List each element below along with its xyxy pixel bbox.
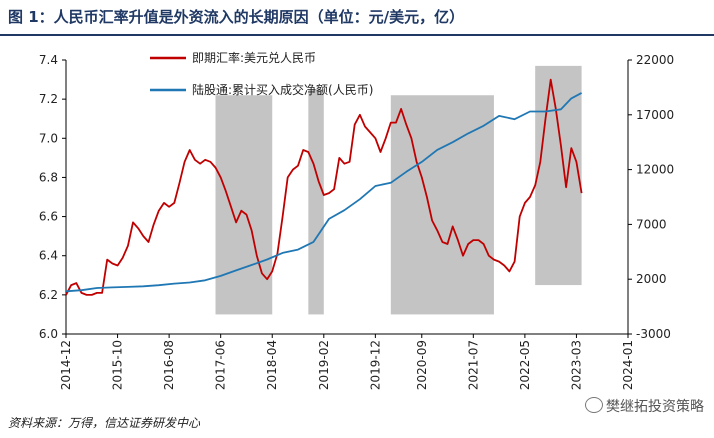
- left-tick-label: 6.0: [39, 327, 58, 341]
- wechat-icon: [585, 397, 603, 413]
- watermark: 樊继拓投资策略: [585, 396, 704, 416]
- x-tick-label: 2021-07: [466, 340, 480, 390]
- left-tick-label: 6.4: [39, 249, 58, 263]
- chart: 6.0 6.2 6.4 6.6 6.8 7.0 7.2 7.4 -3000 2000 7000 120…: [39, 50, 674, 390]
- left-tick-label: 7.4: [39, 53, 58, 67]
- x-tick-label: 2023-03: [569, 340, 583, 390]
- x-tick-label: 2020-09: [415, 340, 429, 390]
- axes: 6.0 6.2 6.4 6.6 6.8 7.0 7.2 7.4 -3000 2000 7000 120…: [39, 53, 674, 390]
- x-tick-label: 2019-02: [317, 340, 331, 390]
- shaded-period-4: [535, 65, 582, 286]
- title-bar: 图 1：人民币汇率升值是外资流入的长期原因（单位：元/美元，亿）: [0, 0, 714, 36]
- right-tick-label: 22000: [636, 53, 674, 67]
- exchange-rate-line: [65, 78, 583, 296]
- left-tick-label: 6.6: [39, 210, 58, 224]
- right-tick-label: 2000: [636, 272, 667, 286]
- left-tick-label: 6.8: [39, 170, 58, 184]
- x-tick-label: 2014-12: [59, 340, 73, 390]
- right-tick-label: -3000: [636, 327, 671, 341]
- left-tick-label: 6.2: [39, 288, 58, 302]
- x-tick-label: 2022-05: [518, 340, 532, 390]
- shaded-period-1: [215, 95, 273, 315]
- shaded-periods: [215, 65, 582, 315]
- left-tick-label: 7.0: [39, 131, 58, 145]
- right-tick-label: 7000: [636, 217, 667, 231]
- watermark-text: 樊继拓投资策略: [606, 399, 704, 415]
- left-tick-label: 7.2: [39, 92, 58, 106]
- series-lines: [65, 78, 583, 296]
- x-tick-label: 2019-12: [368, 340, 382, 390]
- shaded-period-2: [308, 89, 324, 315]
- x-tick-label: 2015-10: [111, 340, 125, 390]
- x-tick-label: 2016-08: [162, 340, 176, 390]
- x-tick-label: 2018-04: [265, 340, 279, 390]
- source-note: 资料来源：万得，信达证券研发中心: [8, 416, 201, 430]
- chart-title: 图 1：人民币汇率升值是外资流入的长期原因（单位：元/美元，亿）: [8, 8, 465, 26]
- right-tick-label: 17000: [636, 108, 674, 122]
- legend-label-2: 陆股通:累计买入成交净额(人民币): [192, 82, 373, 97]
- northbound-flow-line: [65, 92, 583, 293]
- x-tick-label: 2024-01: [621, 340, 635, 390]
- legend-label-1: 即期汇率:美元兑人民币: [192, 50, 316, 65]
- x-tick-label: 2017-06: [214, 340, 228, 390]
- right-tick-label: 12000: [636, 163, 674, 177]
